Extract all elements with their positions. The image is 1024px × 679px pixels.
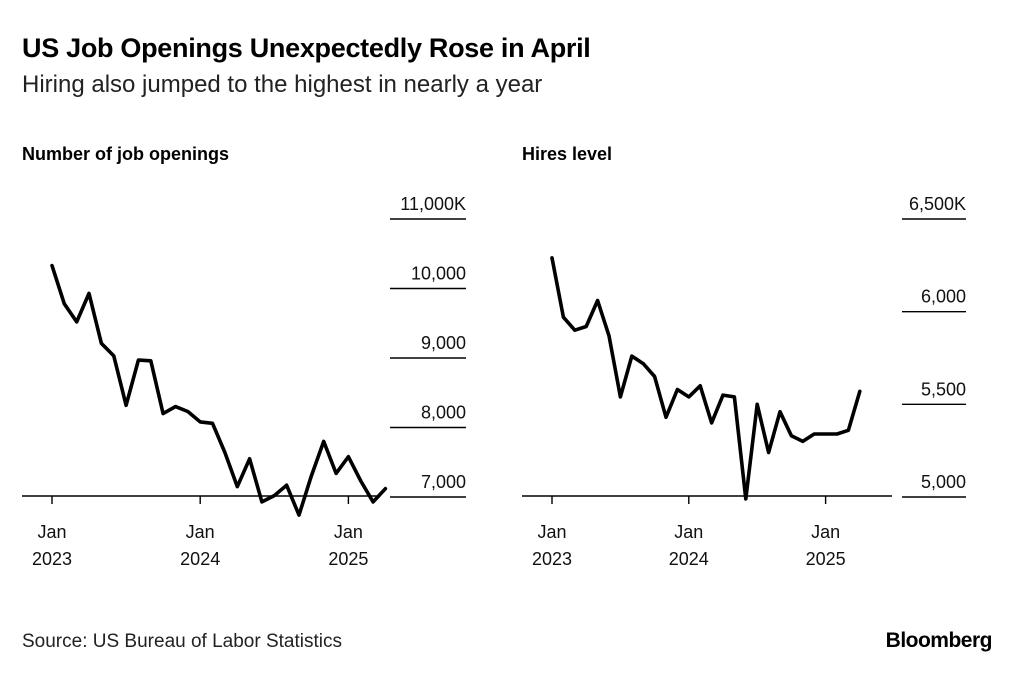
y-tick-label: 6,500K: [909, 194, 966, 214]
x-tick-label-month: Jan: [811, 522, 840, 542]
x-tick-label-year: 2025: [328, 549, 368, 569]
y-tick-label: 8,000: [421, 403, 466, 423]
y-tick-label: 5,500: [921, 379, 966, 399]
y-tick-label: 9,000: [421, 333, 466, 353]
panel-title: Hires level: [522, 144, 612, 164]
chart-panel-1: Number of job openings 11,000K 10,000 9,000…: [22, 144, 466, 569]
y-tick-label: 11,000K: [400, 194, 466, 214]
chart-subtitle: Hiring also jumped to the highest in nea…: [22, 71, 543, 98]
y-tick-label: 7,000: [421, 472, 466, 492]
x-tick-label-month: Jan: [334, 522, 363, 542]
y-tick-label: 6,000: [921, 287, 966, 307]
x-tick-label-year: 2023: [532, 549, 572, 569]
chart-title: US Job Openings Unexpectedly Rose in Apr…: [22, 33, 591, 63]
x-tick-label-year: 2023: [32, 549, 72, 569]
chart-panel-2: Hires level 6,500K 6,000 5,500 5,000 Jan 2023 J…: [522, 144, 966, 569]
x-tick-label-year: 2024: [180, 549, 220, 569]
x-tick-label-month: Jan: [37, 522, 66, 542]
panel-title: Number of job openings: [22, 144, 229, 164]
bloomberg-logo: Bloomberg: [885, 629, 993, 652]
x-tick-label-month: Jan: [186, 522, 215, 542]
series-line: [550, 256, 862, 501]
source-note: Source: US Bureau of Labor Statistics: [22, 631, 342, 652]
y-tick-label: 10,000: [411, 264, 466, 284]
x-tick-label-month: Jan: [674, 522, 703, 542]
y-tick-label: 5,000: [921, 472, 966, 492]
x-tick-label-month: Jan: [537, 522, 566, 542]
x-tick-label-year: 2024: [669, 549, 709, 569]
x-tick-label-year: 2025: [806, 549, 846, 569]
series-line: [50, 263, 388, 517]
